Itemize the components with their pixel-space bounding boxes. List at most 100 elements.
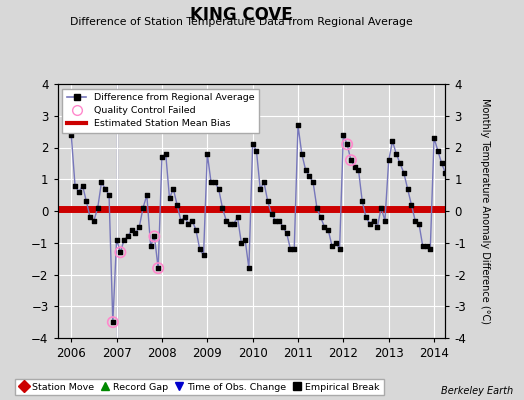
Point (286, 246, 294, 252)
Point (453, 214, 461, 220)
Point (328, 243, 336, 249)
Point (403, 186, 412, 192)
Point (449, 202, 457, 208)
Point (105, 192, 113, 198)
Point (369, 217, 378, 224)
Point (158, 154, 166, 160)
Point (294, 122, 302, 128)
Point (154, 265, 162, 271)
Point (407, 202, 416, 208)
Point (169, 186, 178, 192)
Point (385, 157, 393, 163)
Point (460, 236, 468, 243)
Point (392, 151, 400, 157)
Point (252, 148, 260, 154)
Point (279, 224, 287, 230)
Text: Berkeley Earth: Berkeley Earth (441, 386, 514, 396)
Point (373, 224, 381, 230)
Point (135, 224, 144, 230)
Point (438, 160, 446, 166)
Y-axis label: Monthly Temperature Anomaly Difference (°C): Monthly Temperature Anomaly Difference (… (480, 98, 490, 324)
Point (298, 151, 306, 157)
Point (264, 198, 272, 205)
Point (218, 205, 226, 211)
Point (456, 220, 465, 227)
Point (146, 243, 155, 249)
Point (116, 249, 125, 256)
Point (467, 227, 476, 233)
Point (120, 236, 128, 243)
Text: KING COVE: KING COVE (190, 6, 292, 24)
Point (358, 198, 366, 205)
Point (248, 141, 257, 148)
Point (195, 246, 204, 252)
Point (415, 220, 423, 227)
Point (377, 205, 385, 211)
Point (82, 198, 91, 205)
Point (241, 236, 249, 243)
Point (335, 246, 344, 252)
Point (419, 243, 427, 249)
Point (86, 214, 94, 220)
Point (320, 224, 329, 230)
Point (464, 256, 472, 262)
Point (192, 227, 200, 233)
Point (132, 230, 140, 236)
Point (313, 205, 321, 211)
Point (230, 220, 238, 227)
Point (71, 182, 79, 189)
Point (343, 141, 351, 148)
Point (343, 141, 351, 148)
Point (177, 217, 185, 224)
Legend: Station Move, Record Gap, Time of Obs. Change, Empirical Break: Station Move, Record Gap, Time of Obs. C… (15, 379, 384, 395)
Point (339, 132, 347, 138)
Point (332, 240, 340, 246)
Point (108, 319, 117, 325)
Point (124, 233, 132, 240)
Point (411, 217, 419, 224)
Point (472, 249, 480, 256)
Point (256, 186, 265, 192)
Point (90, 217, 98, 224)
Point (74, 189, 83, 195)
Point (93, 205, 102, 211)
Point (441, 170, 450, 176)
Point (351, 163, 359, 170)
Point (426, 246, 434, 252)
Point (245, 265, 253, 271)
Point (113, 236, 121, 243)
Point (207, 179, 215, 186)
Text: Difference of Station Temperature Data from Regional Average: Difference of Station Temperature Data f… (70, 17, 412, 27)
Point (316, 214, 325, 220)
Point (180, 214, 189, 220)
Point (116, 249, 125, 256)
Point (154, 265, 162, 271)
Point (301, 166, 310, 173)
Point (108, 319, 117, 325)
Point (347, 157, 355, 163)
Point (79, 182, 87, 189)
Point (434, 148, 442, 154)
Point (97, 179, 106, 186)
Legend: Difference from Regional Average, Quality Control Failed, Estimated Station Mean: Difference from Regional Average, Qualit… (62, 89, 259, 133)
Point (388, 138, 397, 144)
Point (211, 179, 219, 186)
Point (150, 233, 159, 240)
Point (184, 220, 193, 227)
Point (67, 132, 75, 138)
Point (127, 227, 136, 233)
Point (165, 195, 173, 202)
Point (354, 166, 363, 173)
Point (305, 173, 313, 179)
Point (143, 192, 151, 198)
Point (139, 205, 147, 211)
Point (347, 157, 355, 163)
Point (362, 214, 370, 220)
Point (226, 220, 234, 227)
Point (445, 189, 453, 195)
Point (150, 233, 159, 240)
Point (222, 217, 231, 224)
Point (381, 217, 389, 224)
Point (290, 246, 299, 252)
Point (267, 211, 276, 217)
